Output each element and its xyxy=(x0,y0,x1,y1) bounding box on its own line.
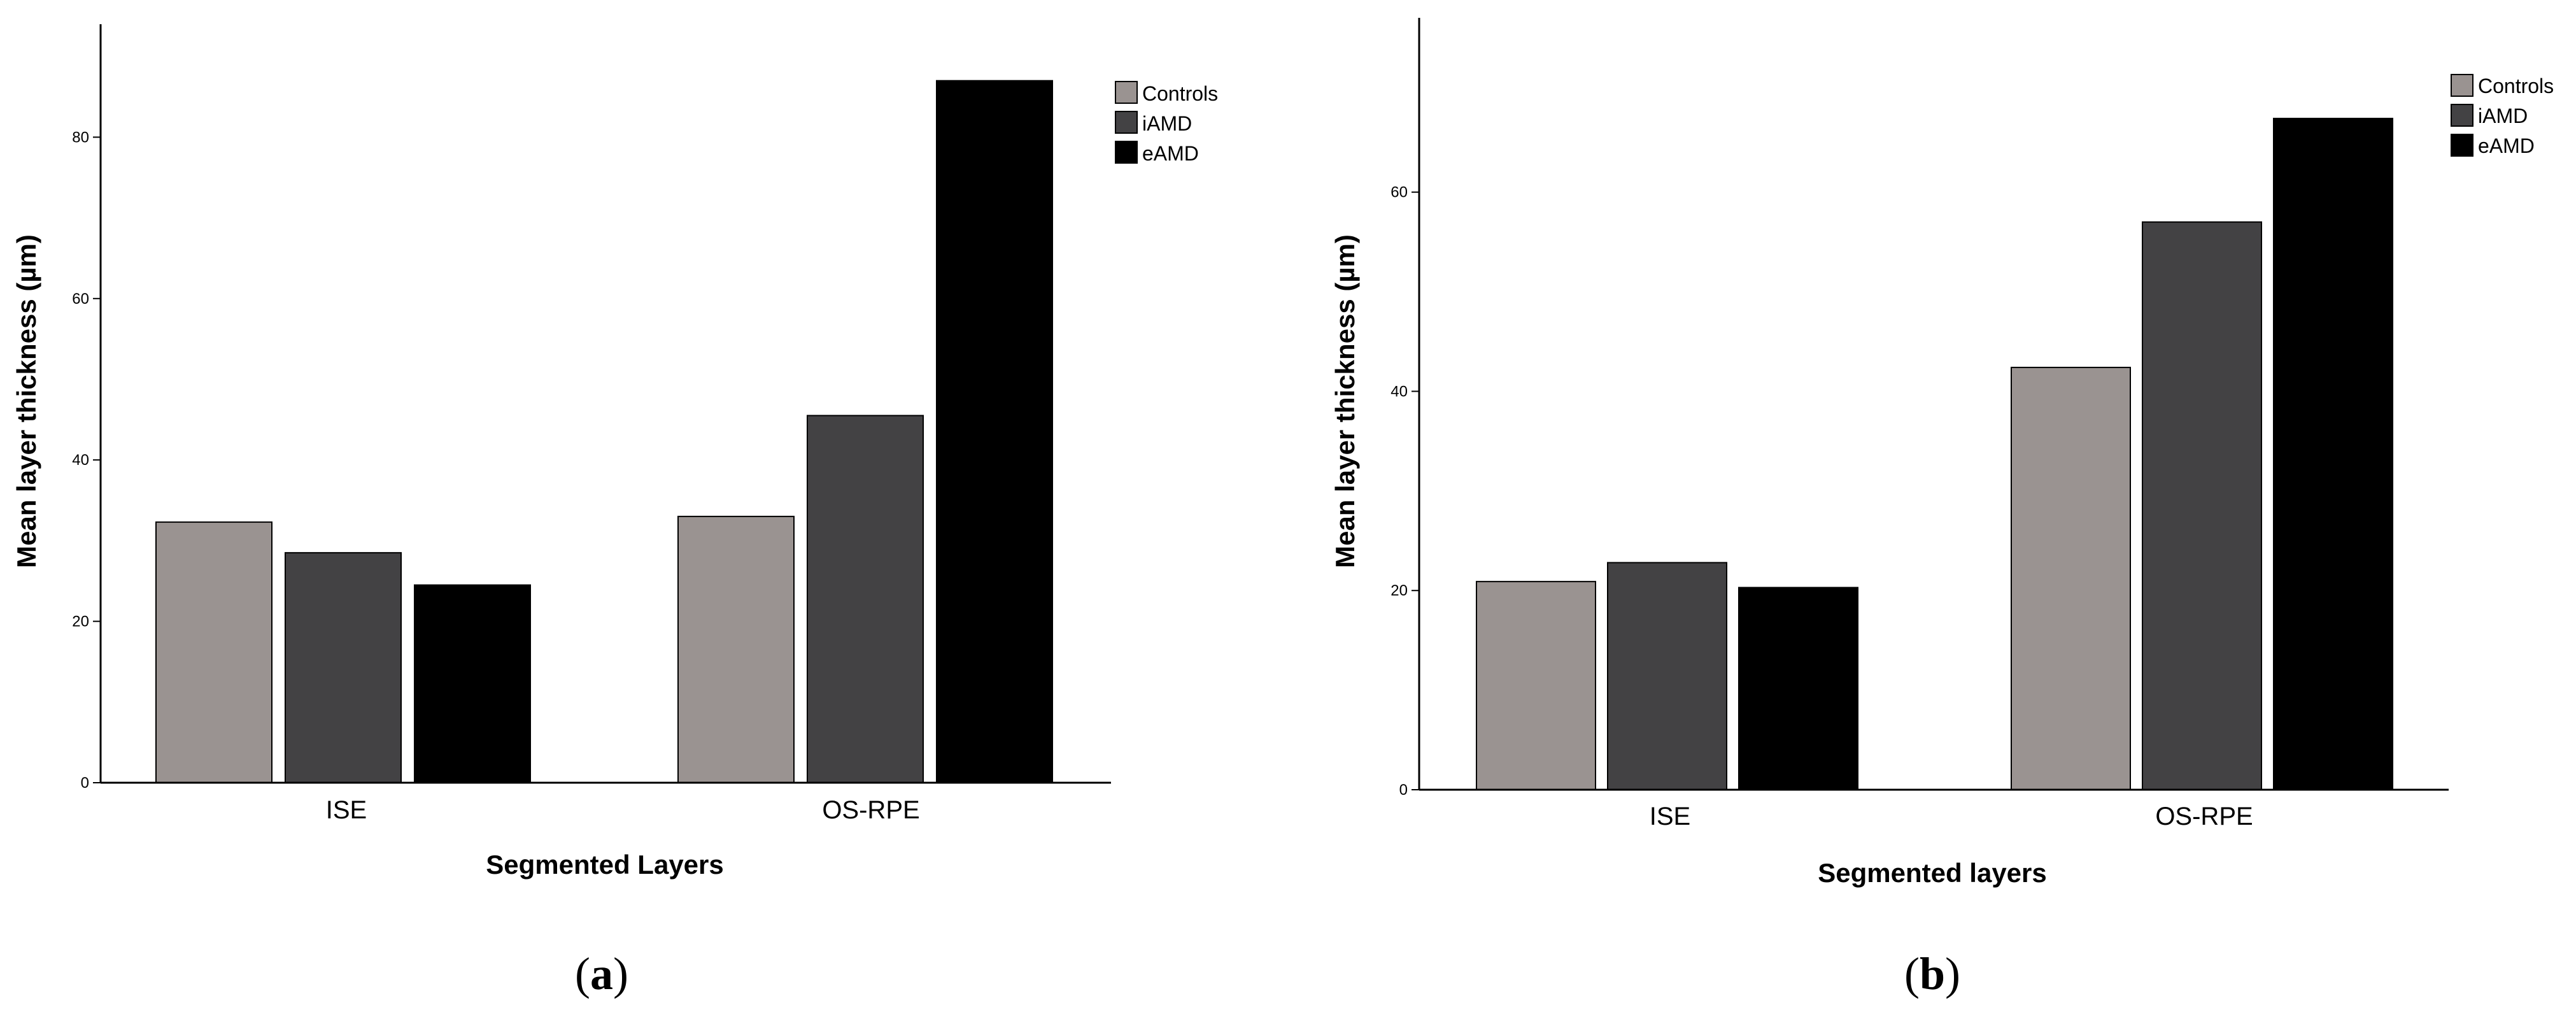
legend-label: iAMD xyxy=(1142,112,1192,135)
panel-label-b: (b) xyxy=(1904,948,1960,999)
legend: Controls iAMD eAMD xyxy=(2451,74,2554,157)
bar-eamd-ise xyxy=(1738,587,1858,790)
bar-iamd-os-rpe xyxy=(2142,221,2262,790)
legend-swatch-controls xyxy=(2451,74,2473,97)
panel-label-a: (a) xyxy=(575,948,628,999)
legend-swatch-controls xyxy=(1115,81,1138,104)
bar-controls-ise xyxy=(155,521,272,783)
y-ticks-group: 0 20 40 60 80 xyxy=(72,129,101,792)
legend-label: iAMD xyxy=(2478,104,2528,127)
legend: Controls iAMD eAMD xyxy=(1115,81,1218,165)
legend-label: Controls xyxy=(1142,82,1218,105)
y-tick-label: 40 xyxy=(1391,383,1408,400)
legend-swatch-iamd xyxy=(1115,111,1138,134)
chart-panel-b: 0 20 40 60 ISE OS-RPE Segmented layers Mean… xyxy=(1330,18,2554,999)
legend-label: eAMD xyxy=(1142,142,1199,165)
y-tick-label: 60 xyxy=(72,290,89,308)
x-axis-title: Segmented layers xyxy=(1818,858,2047,888)
x-axis-title: Segmented Layers xyxy=(486,850,724,880)
bar-iamd-ise xyxy=(285,552,402,783)
y-tick-label: 0 xyxy=(1399,781,1408,799)
bars-group xyxy=(1476,117,2393,791)
bar-eamd-os-rpe xyxy=(936,80,1053,783)
legend-label: Controls xyxy=(2478,75,2554,97)
legend-label: eAMD xyxy=(2478,134,2535,157)
bar-controls-os-rpe xyxy=(677,515,795,784)
y-tick-label: 80 xyxy=(72,129,89,146)
x-tick-label: OS-RPE xyxy=(822,796,919,824)
x-tick-label: ISE xyxy=(326,796,367,824)
bar-controls-ise xyxy=(1476,581,1596,790)
y-tick-label: 60 xyxy=(1391,184,1408,201)
x-tick-label: OS-RPE xyxy=(2155,802,2253,830)
bars-group xyxy=(155,80,1053,784)
y-tick-label: 20 xyxy=(72,613,89,631)
y-axis-title: Mean layer thickness (µm) xyxy=(1330,234,1360,568)
y-axis-title: Mean layer thickness (µm) xyxy=(11,234,41,568)
bar-eamd-os-rpe xyxy=(2273,117,2393,791)
bar-eamd-ise xyxy=(414,584,531,783)
y-tick-label: 0 xyxy=(81,774,89,792)
legend-swatch-eamd xyxy=(2451,134,2473,157)
legend-swatch-iamd xyxy=(2451,104,2473,127)
bar-iamd-ise xyxy=(1607,562,1727,791)
x-tick-label: ISE xyxy=(1650,802,1690,830)
y-tick-label: 20 xyxy=(1391,582,1408,599)
chart-panel-a: 0 20 40 60 80 ISE OS-RPE Segmented Layers Me… xyxy=(11,24,1218,999)
bar-controls-os-rpe xyxy=(2011,366,2131,790)
y-ticks-group: 0 20 40 60 xyxy=(1391,184,1419,799)
y-tick-label: 40 xyxy=(72,452,89,469)
legend-swatch-eamd xyxy=(1115,141,1138,164)
bar-iamd-os-rpe xyxy=(807,415,924,783)
